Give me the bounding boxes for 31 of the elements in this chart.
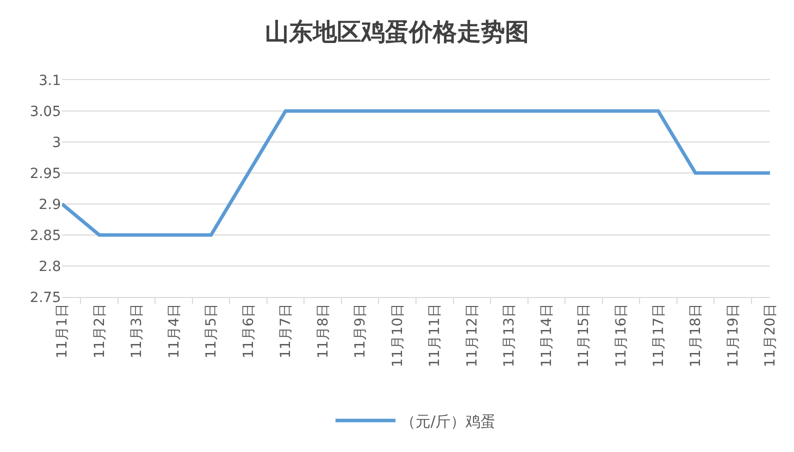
x-tick-label: 11月8日 [315,304,332,358]
x-tick-label: 11月9日 [352,304,369,358]
x-tick-label: 11月19日 [725,304,742,368]
x-tick-label: 11月20日 [762,304,779,368]
x-tick-label: 11月15日 [576,304,592,368]
y-tick-label: 2.95 [30,166,61,182]
y-tick-label: 2.9 [38,196,61,213]
x-tick-label: 11月4日 [166,304,182,358]
x-tick-label: 11月3日 [129,304,146,358]
x-tick-label: 11月12日 [464,304,480,368]
x-tick-label: 11月1日 [54,304,71,358]
y-tick-label: 2.85 [30,228,61,244]
y-tick-label: 2.75 [30,290,61,306]
chart-title: 山东地区鸡蛋价格走势图 [265,19,529,46]
y-tick-label: 3.1 [38,72,61,89]
x-tick-label: 11月14日 [538,304,555,368]
x-tick-label: 11月10日 [390,304,406,368]
x-tick-label: 11月6日 [240,304,257,358]
x-tick-label: 11月17日 [650,304,667,368]
x-tick-label: 11月11日 [427,304,444,368]
y-tick-label: 3.05 [30,104,61,120]
x-tick-label: 11月18日 [688,304,704,368]
y-tick-label: 3 [52,134,61,151]
x-tick-label: 11月2日 [92,304,108,358]
x-tick-label: 11月13日 [502,304,518,368]
line-series [62,109,770,237]
x-tick-label: 11月16日 [614,304,630,368]
y-tick-label: 2.8 [38,258,61,275]
x-tick-label: 11月7日 [278,304,294,358]
legend-label: （元/斤）鸡蛋 [400,412,496,430]
x-tick-label: 11月5日 [204,304,220,358]
